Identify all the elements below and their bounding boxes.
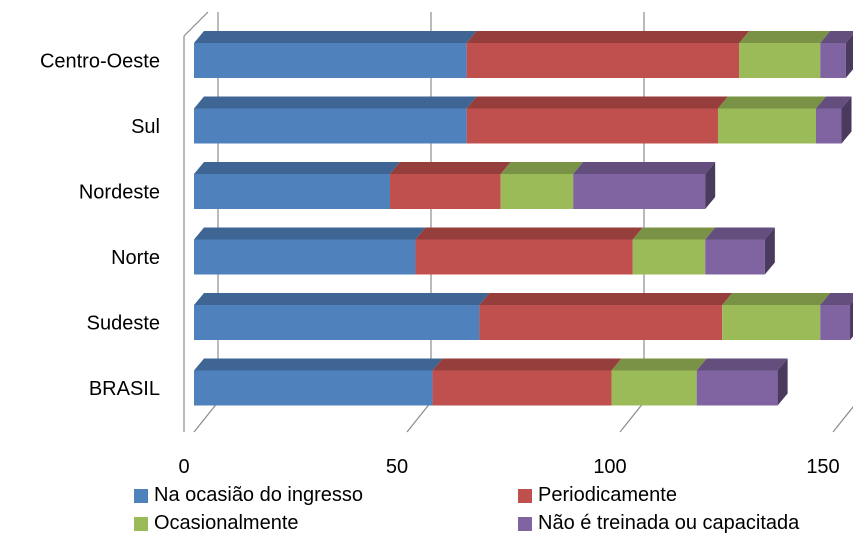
bar-top-4-2 <box>722 293 831 305</box>
bar-group-1 <box>194 96 852 144</box>
bar-4-3 <box>820 305 851 340</box>
category-label-0: Centro-Oeste <box>40 51 160 73</box>
stacked-bar-chart: Centro-Oeste Sul Nordeste Norte Sudeste BRAS… <box>40 11 853 479</box>
bars <box>194 31 853 406</box>
bar-top-5-1 <box>432 358 622 371</box>
bar-5-0 <box>194 370 433 406</box>
legend-swatch-2 <box>134 516 148 531</box>
legend-label-0: Na ocasião do ingresso <box>154 484 364 506</box>
bar-1-1 <box>466 108 718 144</box>
bar-top-2-3 <box>573 162 716 174</box>
bar-top-4-3 <box>820 293 853 305</box>
bar-top-3-0 <box>194 227 426 240</box>
bar-3-2 <box>632 239 706 275</box>
bar-top-2-2 <box>500 162 584 174</box>
x-tick-label-2: 100 <box>593 456 626 478</box>
bar-top-0-2 <box>739 31 831 43</box>
category-label-3: Norte <box>111 247 160 269</box>
bar-group-3 <box>194 227 775 275</box>
bar-top-2-0 <box>194 162 400 174</box>
bar-top-0-0 <box>194 31 477 43</box>
bar-group-2 <box>194 162 716 209</box>
x-tick-label-1: 50 <box>386 456 408 478</box>
floor-gridline-2 <box>619 401 645 433</box>
bar-side-4 <box>850 301 853 340</box>
bar-1-3 <box>815 108 842 144</box>
bar-top-5-2 <box>611 358 707 371</box>
legend-swatch-3 <box>518 516 532 531</box>
bar-top-3-1 <box>415 227 643 240</box>
bar-2-3 <box>573 174 706 209</box>
bar-side-3 <box>764 227 775 275</box>
x-tick-label-3: 150 <box>806 456 839 478</box>
legend-label-2: Ocasionalmente <box>154 512 299 534</box>
bar-top-1-1 <box>466 96 728 109</box>
bar-top-1-3 <box>815 96 852 109</box>
bar-0-1 <box>466 43 740 78</box>
bar-0-0 <box>194 43 467 78</box>
legend: Na ocasião do ingresso Periodicamente Ocas… <box>0 480 853 540</box>
floor-gridline-1 <box>406 401 432 433</box>
category-label-4: Sudeste <box>87 313 160 335</box>
category-label-1: Sul <box>131 116 160 138</box>
bar-top-0-1 <box>466 31 750 43</box>
bar-1-0 <box>194 108 467 144</box>
axis-labels: Centro-Oeste Sul Nordeste Norte Sudeste BRAS… <box>40 51 840 479</box>
bar-top-1-0 <box>194 96 477 109</box>
bar-0-3 <box>820 43 846 78</box>
bar-top-2-1 <box>389 162 511 174</box>
bar-side-5 <box>777 358 788 406</box>
bar-top-0-3 <box>820 31 853 43</box>
bar-3-1 <box>415 239 633 275</box>
bar-top-1-2 <box>717 96 826 109</box>
bar-4-0 <box>194 305 480 340</box>
bar-3-0 <box>194 239 416 275</box>
bar-group-5 <box>194 358 788 406</box>
y-axis-depth-line <box>183 11 209 37</box>
bar-group-4 <box>194 293 853 340</box>
bar-3-3 <box>705 239 765 275</box>
bar-4-1 <box>479 305 723 340</box>
bar-side-2 <box>705 162 716 209</box>
bar-side-0 <box>845 34 853 78</box>
bar-top-3-3 <box>705 227 775 240</box>
bar-2-2 <box>500 174 574 209</box>
bar-top-4-1 <box>479 293 733 305</box>
x-tick-label-0: 0 <box>178 456 189 478</box>
legend-item-1: Periodicamente <box>518 484 677 507</box>
legend-label-1: Periodicamente <box>538 484 677 506</box>
bar-5-3 <box>696 370 778 406</box>
floor-gridline-0 <box>193 401 219 433</box>
bar-top-5-3 <box>696 358 788 371</box>
legend-swatch-1 <box>518 488 532 503</box>
bar-top-5-0 <box>194 358 443 371</box>
legend-item-0: Na ocasião do ingresso <box>134 484 363 507</box>
legend-swatch-0 <box>134 488 148 503</box>
category-label-5: BRASIL <box>89 378 160 400</box>
bar-top-3-2 <box>632 227 716 240</box>
bar-4-2 <box>722 305 821 340</box>
bar-2-1 <box>389 174 501 209</box>
bar-group-0 <box>194 31 853 78</box>
legend-item-2: Ocasionalmente <box>134 512 299 535</box>
bar-5-1 <box>432 370 612 406</box>
bar-2-0 <box>194 174 390 209</box>
floor-gridline-3 <box>832 406 853 433</box>
legend-item-3: Não é treinada ou capacitada <box>518 512 799 535</box>
bar-side-1 <box>841 96 852 144</box>
category-label-2: Nordeste <box>79 182 160 204</box>
bar-1-2 <box>717 108 816 144</box>
bar-5-2 <box>611 370 697 406</box>
bar-top-4-0 <box>194 293 490 305</box>
bar-0-2 <box>739 43 821 78</box>
legend-label-3: Não é treinada ou capacitada <box>538 512 800 534</box>
